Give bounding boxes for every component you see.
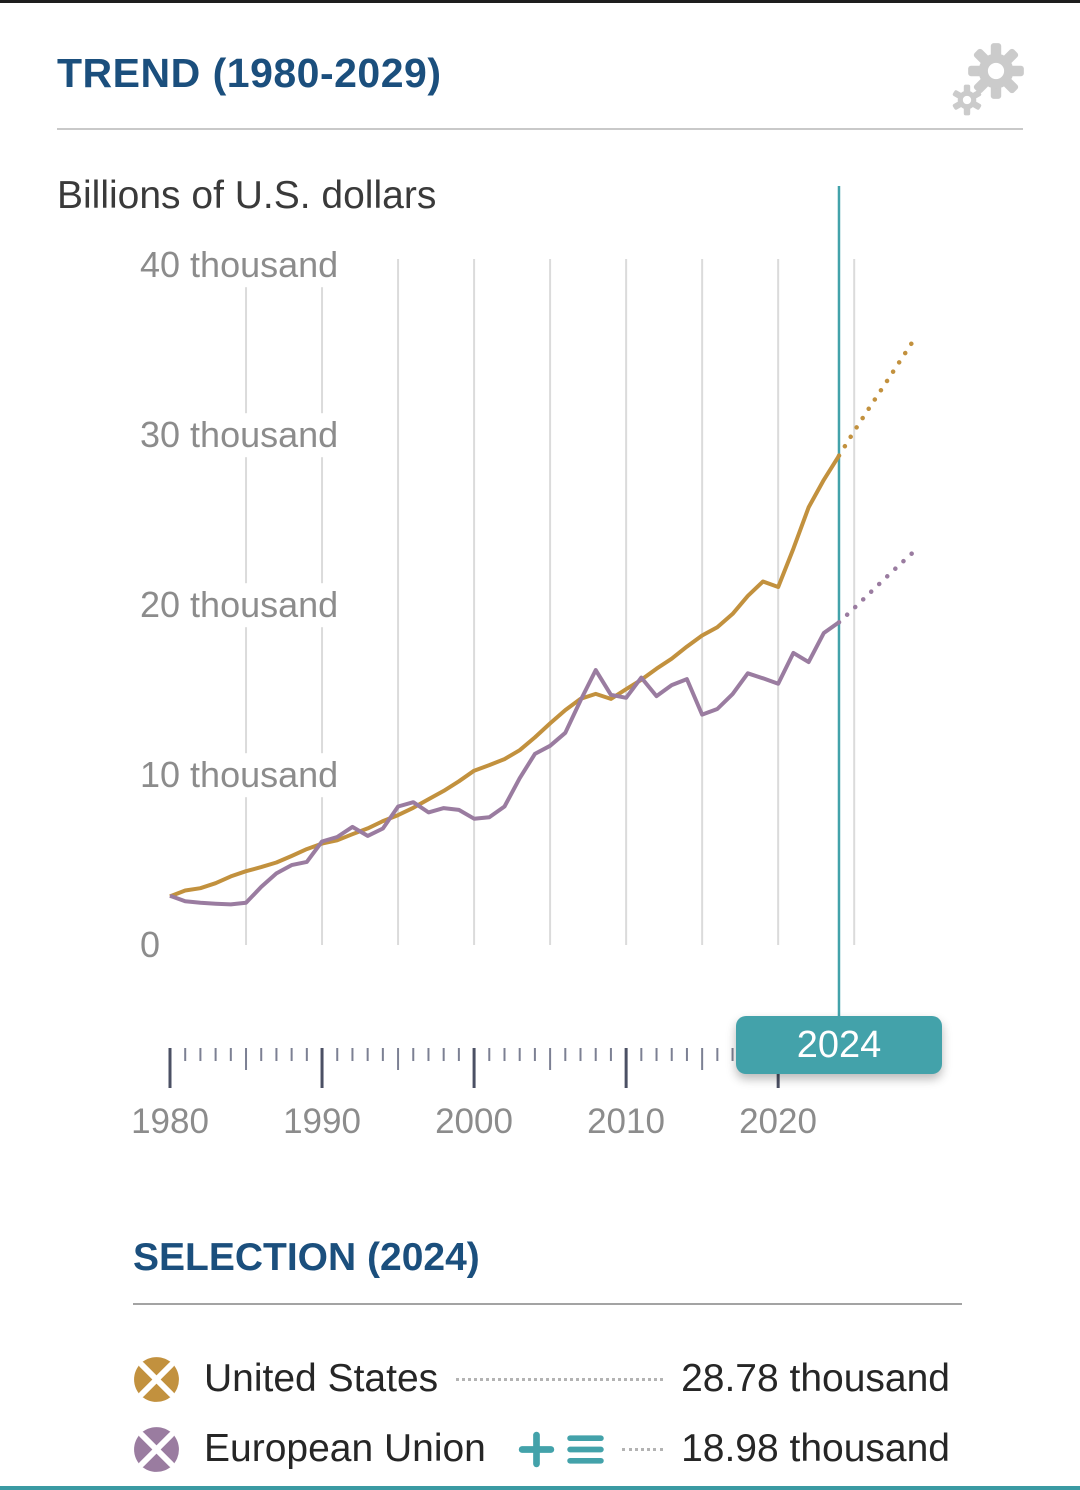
settings-button[interactable]	[952, 42, 1025, 116]
legend-row-united-states[interactable]: United States 28.78 thousand	[133, 1344, 950, 1414]
us-series-label: United States	[204, 1357, 439, 1400]
eu-series-label: European Union	[204, 1427, 486, 1470]
bottom-border	[0, 1486, 1080, 1490]
eu-leader-line	[621, 1447, 664, 1451]
y-axis-label-30k: 30 thousand	[140, 413, 349, 457]
y-axis-label-40k: 40 thousand	[140, 243, 349, 287]
x-axis-label-2010: 2010	[587, 1102, 665, 1141]
selection-title: SELECTION (2024)	[133, 1236, 480, 1279]
header-divider	[57, 128, 1023, 130]
top-border	[0, 0, 1080, 3]
gear-icon	[968, 43, 1024, 99]
gear-small-icon	[952, 84, 982, 116]
list-icon[interactable]	[567, 1431, 604, 1468]
x-axis-label-1990: 1990	[283, 1102, 361, 1141]
selected-year-badge[interactable]: 2024	[736, 1016, 942, 1074]
x-axis-label-2020: 2020	[739, 1102, 817, 1141]
us-series-value: 28.78 thousand	[681, 1357, 950, 1400]
plus-icon[interactable]	[518, 1431, 555, 1468]
eu-series-marker-icon	[134, 1426, 179, 1472]
selection-legend: United States 28.78 thousand European Un…	[133, 1344, 950, 1484]
x-axis-label-1980: 1980	[131, 1102, 209, 1141]
selection-divider	[133, 1303, 962, 1305]
unit-label: Billions of U.S. dollars	[57, 174, 447, 218]
y-axis-label-20k: 20 thousand	[140, 583, 349, 627]
eu-series-value: 18.98 thousand	[681, 1427, 950, 1470]
us-series-marker-icon	[134, 1356, 179, 1402]
us-leader-line	[456, 1377, 664, 1381]
y-axis-label-0: 0	[140, 923, 171, 967]
y-axis-label-10k: 10 thousand	[140, 753, 349, 797]
x-axis-label-2000: 2000	[435, 1102, 513, 1141]
legend-row-european-union[interactable]: European Union 18.98 thousand	[133, 1414, 950, 1484]
eu-row-actions	[518, 1431, 604, 1468]
trend-title: TREND (1980-2029)	[57, 50, 442, 96]
